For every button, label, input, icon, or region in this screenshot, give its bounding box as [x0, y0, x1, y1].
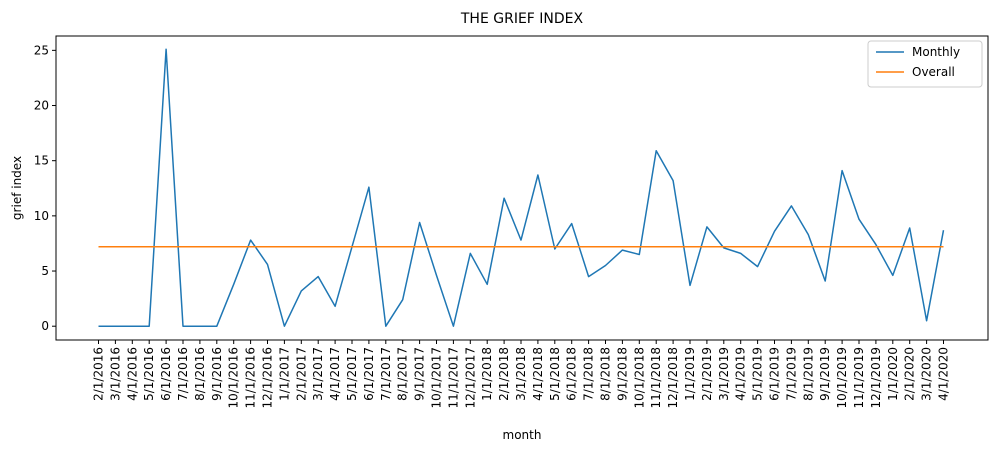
x-axis-title: month [503, 428, 542, 442]
x-tick-label: 2/1/2020 [903, 347, 917, 401]
x-tick-label: 8/1/2016 [193, 347, 207, 401]
x-tick-label: 7/1/2018 [582, 347, 596, 401]
chart-title: THE GRIEF INDEX [460, 11, 584, 27]
x-tick-label: 11/1/2017 [446, 347, 460, 409]
x-tick-label: 12/1/2016 [261, 347, 275, 409]
x-tick-label: 8/1/2018 [599, 347, 613, 401]
x-tick-label: 10/1/2016 [227, 347, 241, 409]
x-tick-label: 5/1/2019 [751, 347, 765, 401]
y-tick-label: 20 [34, 99, 49, 113]
x-tick-label: 3/1/2017 [311, 347, 325, 401]
series-layer [98, 48, 945, 327]
plot-border [55, 35, 989, 341]
x-tick-label: 6/1/2016 [159, 347, 173, 401]
x-tick-label: 6/1/2018 [565, 347, 579, 401]
x-tick-label: 5/1/2016 [142, 347, 156, 401]
y-axis-title: grief index [10, 156, 24, 220]
x-tick-label: 2/1/2017 [294, 347, 308, 401]
x-tick-label: 7/1/2016 [176, 347, 190, 401]
x-axis: 2/1/2016 3/1/2016 4/1/2016 5/1/2016 6/1/2016… [92, 340, 951, 409]
x-tick-label: 9/1/2017 [413, 347, 427, 401]
x-tick-label: 4/1/2018 [531, 347, 545, 401]
x-tick-label: 5/1/2018 [548, 347, 562, 401]
x-tick-label: 8/1/2017 [396, 347, 410, 401]
x-tick-label: 2/1/2019 [700, 347, 714, 401]
x-tick-label: 7/1/2017 [379, 347, 393, 401]
x-tick-label: 5/1/2017 [345, 347, 359, 401]
x-tick-label: 10/1/2019 [835, 347, 849, 409]
legend-label: Overall [912, 65, 955, 79]
plot-frame [55, 35, 989, 341]
x-tick-label: 9/1/2016 [210, 347, 224, 401]
x-tick-label: 6/1/2019 [768, 347, 782, 401]
x-tick-label: 12/1/2017 [463, 347, 477, 409]
x-tick-label: 2/1/2018 [497, 347, 511, 401]
x-tick-label: 7/1/2019 [784, 347, 798, 401]
x-tick-label: 1/1/2020 [886, 347, 900, 401]
x-tick-label: 8/1/2019 [801, 347, 815, 401]
legend-label: Monthly [912, 45, 960, 59]
x-tick-label: 10/1/2018 [632, 347, 646, 409]
series-line-monthly [98, 48, 945, 327]
x-tick-label: 10/1/2017 [430, 347, 444, 409]
y-tick-label: 25 [34, 43, 49, 57]
x-tick-label: 4/1/2016 [125, 347, 139, 401]
x-tick-label: 3/1/2020 [920, 347, 934, 401]
legend: Monthly Overall [867, 40, 983, 88]
y-tick-label: 15 [34, 154, 49, 168]
y-tick-label: 0 [41, 319, 49, 333]
x-tick-label: 1/1/2019 [683, 347, 697, 401]
x-tick-label: 4/1/2017 [328, 347, 342, 401]
y-axis: 0 5 10 15 20 25 [34, 43, 56, 333]
x-tick-label: 9/1/2019 [818, 347, 832, 401]
x-tick-label: 2/1/2016 [92, 347, 106, 401]
x-tick-label: 12/1/2018 [666, 347, 680, 409]
x-tick-label: 3/1/2019 [717, 347, 731, 401]
x-tick-label: 6/1/2017 [362, 347, 376, 401]
x-tick-label: 11/1/2016 [244, 347, 258, 409]
x-tick-label: 3/1/2018 [514, 347, 528, 401]
y-tick-label: 10 [34, 209, 49, 223]
x-tick-label: 1/1/2018 [480, 347, 494, 401]
x-tick-label: 4/1/2019 [734, 347, 748, 401]
x-tick-label: 12/1/2019 [869, 347, 883, 409]
x-tick-label: 3/1/2016 [108, 347, 122, 401]
y-tick-label: 5 [41, 264, 49, 278]
x-tick-label: 11/1/2019 [852, 347, 866, 409]
x-tick-label: 1/1/2017 [277, 347, 291, 401]
x-tick-label: 4/1/2020 [937, 347, 951, 401]
x-tick-label: 9/1/2018 [615, 347, 629, 401]
x-tick-label: 11/1/2018 [649, 347, 663, 409]
